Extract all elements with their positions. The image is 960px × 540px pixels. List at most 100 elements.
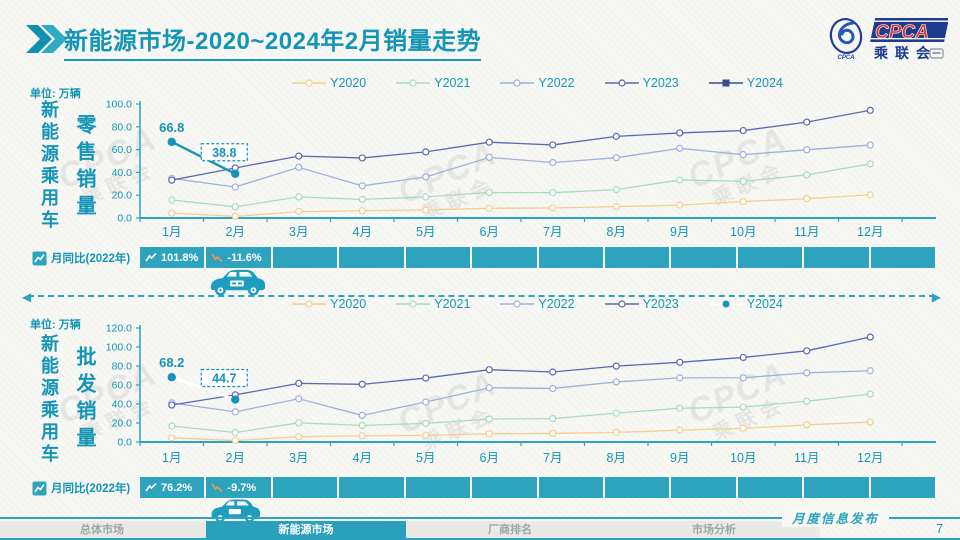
month-label: 4月	[353, 451, 372, 465]
month-label: 10月	[730, 225, 756, 239]
left-arrow-icon: ◀	[22, 290, 32, 304]
data-point	[168, 209, 176, 217]
yoy-value: -9.7%	[227, 481, 257, 494]
yoy-value: -11.6%	[227, 251, 262, 264]
data-point	[676, 374, 684, 382]
data-point	[612, 378, 620, 386]
legend-label: Y2023	[642, 76, 679, 90]
data-point	[485, 415, 493, 423]
data-point	[549, 158, 557, 167]
y-tick-label: 80.0	[112, 361, 133, 373]
data-point	[549, 189, 557, 197]
trend-down-icon	[211, 483, 223, 493]
yoy-cell	[671, 247, 736, 268]
data-point	[549, 429, 557, 438]
data-point	[168, 196, 176, 204]
data-point	[803, 347, 811, 355]
measure-label-wholesale: 批发销量	[73, 346, 95, 454]
unit-label: 单位: 万辆	[30, 88, 81, 100]
data-point	[231, 436, 239, 445]
month-label: 4月	[353, 225, 372, 239]
data-point	[295, 208, 303, 216]
data-point	[358, 432, 366, 440]
data-point	[676, 358, 684, 366]
bottom-accent-bar	[0, 538, 960, 540]
yoy-cell	[472, 477, 537, 498]
measure-label-retail: 零售销量	[73, 114, 95, 222]
data-point	[739, 177, 747, 186]
right-arrow-icon: ▶	[931, 290, 941, 304]
yoy-cell: 76.2%	[140, 477, 205, 498]
tab-oem-ranking[interactable]: 厂商排名	[488, 524, 532, 536]
data-point	[358, 380, 366, 388]
data-point	[803, 421, 811, 429]
data-point	[803, 146, 811, 154]
data-point	[358, 421, 366, 430]
data-point	[549, 384, 557, 393]
yoy-cell	[339, 247, 404, 268]
legend-wholesale: Y2020 Y2021 Y2022 Y2023 Y2024	[140, 297, 935, 311]
yoy-value: 76.2%	[161, 481, 193, 494]
data-point	[612, 202, 620, 211]
trend-down-icon	[211, 253, 223, 263]
y-tick-label: 120.0	[106, 323, 132, 335]
data-point	[866, 333, 874, 341]
yoy-value: 101.8%	[161, 251, 199, 264]
yoy-cell	[737, 477, 803, 498]
data-point	[168, 422, 176, 430]
y-tick-label: 60.0	[112, 144, 133, 156]
page-number: 7	[936, 521, 944, 536]
legend-marker	[292, 300, 327, 308]
tab-nev-market[interactable]: 新能源市场	[206, 521, 406, 539]
svg-text:CPCA: CPCA	[837, 55, 854, 61]
data-point	[422, 398, 430, 406]
data-point	[167, 137, 176, 147]
data-point	[485, 384, 493, 392]
series-line-y2020	[171, 194, 871, 218]
data-point	[676, 426, 684, 434]
month-label: 1月	[162, 451, 181, 465]
legend-item-y2020: Y2020	[292, 76, 366, 90]
tab-market-analysis[interactable]: 市场分析	[692, 524, 736, 536]
yoy-cell	[804, 247, 869, 268]
legend-marker	[604, 300, 639, 308]
data-point	[866, 141, 874, 149]
legend-item-y2020: Y2020	[292, 297, 366, 311]
yoy-cell	[870, 247, 936, 268]
legend-item-y2024: Y2024	[708, 297, 783, 311]
data-point	[231, 169, 240, 178]
yoy-row-retail: 101.8% -11.6%	[140, 247, 936, 268]
legend-label: Y2023	[642, 297, 679, 311]
data-point	[422, 173, 430, 181]
series-line-y2021	[171, 163, 871, 208]
data-point	[358, 154, 366, 162]
data-point	[231, 408, 239, 416]
footer-rule	[0, 517, 960, 519]
month-label: 7月	[543, 225, 562, 239]
data-point	[612, 428, 620, 437]
data-point	[168, 176, 176, 184]
legend-label: Y2021	[434, 76, 471, 90]
data-point	[676, 176, 684, 184]
data-point	[231, 183, 239, 191]
tab-overall-market[interactable]: 总体市场	[80, 524, 124, 536]
legend-item-y2022: Y2022	[500, 297, 575, 311]
legend-item-y2021: Y2021	[396, 297, 470, 311]
data-point	[422, 431, 430, 439]
y-tick-label: 0.0	[117, 213, 132, 225]
data-point	[676, 201, 684, 209]
data-point	[358, 411, 366, 420]
page-title: 新能源市场-2020~2024年2月销量走势	[64, 21, 482, 61]
data-point	[295, 163, 303, 171]
legend-marker	[500, 300, 535, 308]
data-point	[739, 197, 747, 206]
data-point	[422, 374, 430, 382]
group-label-wholesale: 新能源乘用车	[39, 334, 59, 466]
y-tick-label: 20.0	[112, 418, 133, 430]
data-point	[803, 118, 811, 126]
y-tick-label: 100.0	[106, 99, 132, 111]
month-label: 5月	[416, 225, 435, 239]
legend-marker	[708, 300, 743, 308]
annotation-value: 68.2	[159, 355, 184, 370]
legend-label: Y2022	[538, 297, 575, 311]
